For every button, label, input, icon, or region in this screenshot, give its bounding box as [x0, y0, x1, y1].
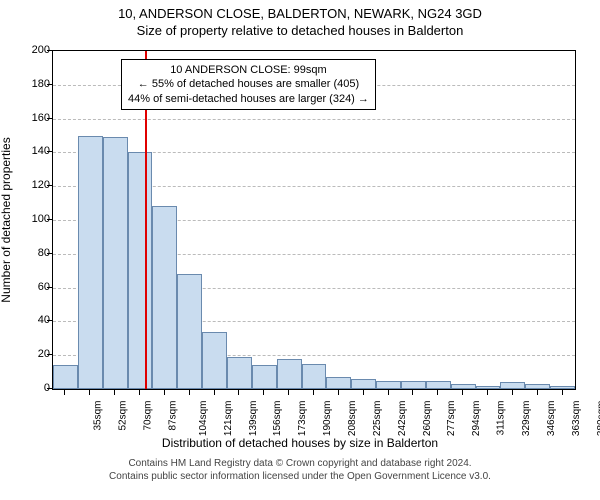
- y-tick-mark: [47, 287, 52, 288]
- x-tick-mark: [363, 390, 364, 395]
- chart-title-sub: Size of property relative to detached ho…: [0, 21, 600, 40]
- x-tick-label: 277sqm: [447, 401, 458, 437]
- info-box: 10 ANDERSON CLOSE: 99sqm ← 55% of detach…: [121, 59, 376, 110]
- y-tick-mark: [47, 253, 52, 254]
- x-tick-label: 294sqm: [471, 401, 482, 437]
- x-tick-label: 329sqm: [521, 401, 532, 437]
- x-tick-mark: [139, 390, 140, 395]
- x-tick-label: 225sqm: [372, 401, 383, 437]
- grid-line: [53, 119, 575, 120]
- histogram-bar: [78, 136, 103, 390]
- x-tick-label: 139sqm: [248, 401, 259, 437]
- y-tick-mark: [47, 320, 52, 321]
- x-tick-mark: [487, 390, 488, 395]
- x-tick-label: 104sqm: [198, 401, 209, 437]
- attribution: Contains HM Land Registry data © Crown c…: [0, 458, 600, 483]
- x-tick-mark: [238, 390, 239, 395]
- y-tick-label: 100: [22, 213, 50, 225]
- x-tick-mark: [388, 390, 389, 395]
- x-tick-mark: [164, 390, 165, 395]
- y-tick-mark: [47, 354, 52, 355]
- y-tick-label: 200: [22, 44, 50, 56]
- y-tick-label: 40: [22, 314, 50, 326]
- attribution-line-1: Contains HM Land Registry data © Crown c…: [0, 458, 600, 471]
- histogram-bar: [550, 386, 575, 389]
- x-tick-label: 311sqm: [495, 401, 506, 436]
- x-axis-label: Distribution of detached houses by size …: [0, 436, 600, 450]
- histogram-bar: [277, 359, 302, 389]
- x-tick-mark: [313, 390, 314, 395]
- y-tick-mark: [47, 388, 52, 389]
- histogram-bar: [476, 386, 501, 389]
- x-tick-label: 52sqm: [118, 401, 129, 431]
- histogram-bar: [426, 381, 451, 389]
- histogram-bar: [53, 365, 78, 389]
- plot-area: 10 ANDERSON CLOSE: 99sqm ← 55% of detach…: [52, 50, 576, 390]
- x-tick-mark: [562, 390, 563, 395]
- x-tick-label: 208sqm: [347, 401, 358, 437]
- x-tick-mark: [64, 390, 65, 395]
- histogram-bar: [202, 332, 227, 389]
- x-tick-mark: [437, 390, 438, 395]
- x-tick-mark: [114, 390, 115, 395]
- x-tick-label: 173sqm: [297, 401, 308, 437]
- y-tick-mark: [47, 219, 52, 220]
- x-tick-label: 156sqm: [273, 401, 284, 437]
- histogram-bar: [227, 357, 252, 389]
- y-tick-mark: [47, 118, 52, 119]
- y-tick-mark: [47, 151, 52, 152]
- x-tick-mark: [189, 390, 190, 395]
- histogram-bar: [128, 152, 153, 389]
- x-tick-mark: [288, 390, 289, 395]
- y-tick-mark: [47, 84, 52, 85]
- histogram-bar: [152, 206, 177, 389]
- y-tick-mark: [47, 50, 52, 51]
- x-tick-label: 346sqm: [546, 401, 557, 437]
- x-tick-label: 87sqm: [168, 401, 179, 431]
- histogram-bar: [103, 137, 128, 389]
- histogram-bar: [401, 381, 426, 389]
- y-axis-label: Number of detached properties: [0, 137, 13, 302]
- x-tick-mark: [537, 390, 538, 395]
- y-tick-label: 60: [22, 281, 50, 293]
- x-tick-label: 190sqm: [322, 401, 333, 437]
- x-tick-label: 121sqm: [223, 401, 234, 437]
- info-line-2: ← 55% of detached houses are smaller (40…: [128, 77, 369, 91]
- y-tick-label: 180: [22, 78, 50, 90]
- y-tick-label: 160: [22, 112, 50, 124]
- x-tick-mark: [462, 390, 463, 395]
- y-tick-label: 20: [22, 348, 50, 360]
- x-tick-label: 260sqm: [422, 401, 433, 437]
- x-tick-mark: [412, 390, 413, 395]
- x-tick-label: 380sqm: [596, 401, 600, 437]
- x-tick-label: 70sqm: [143, 401, 154, 431]
- x-tick-mark: [89, 390, 90, 395]
- y-tick-label: 120: [22, 179, 50, 191]
- histogram-bar: [451, 384, 476, 389]
- y-tick-label: 0: [22, 382, 50, 394]
- x-tick-mark: [338, 390, 339, 395]
- info-line-3: 44% of semi-detached houses are larger (…: [128, 92, 369, 106]
- histogram-bar: [302, 364, 327, 389]
- histogram-bar: [351, 379, 376, 389]
- x-tick-label: 35sqm: [93, 401, 104, 431]
- histogram-bar: [376, 381, 401, 389]
- histogram-bar: [177, 274, 202, 389]
- x-tick-mark: [263, 390, 264, 395]
- histogram-bar: [500, 382, 525, 389]
- x-tick-label: 363sqm: [571, 401, 582, 437]
- y-tick-label: 140: [22, 145, 50, 157]
- y-tick-label: 80: [22, 247, 50, 259]
- x-tick-mark: [214, 390, 215, 395]
- info-line-1: 10 ANDERSON CLOSE: 99sqm: [128, 63, 369, 77]
- histogram-bar: [326, 377, 351, 389]
- histogram-bar: [252, 365, 277, 389]
- x-tick-mark: [512, 390, 513, 395]
- attribution-line-2: Contains public sector information licen…: [0, 471, 600, 484]
- x-tick-label: 242sqm: [397, 401, 408, 437]
- y-tick-mark: [47, 185, 52, 186]
- histogram-bar: [525, 384, 550, 389]
- chart-title-main: 10, ANDERSON CLOSE, BALDERTON, NEWARK, N…: [0, 0, 600, 21]
